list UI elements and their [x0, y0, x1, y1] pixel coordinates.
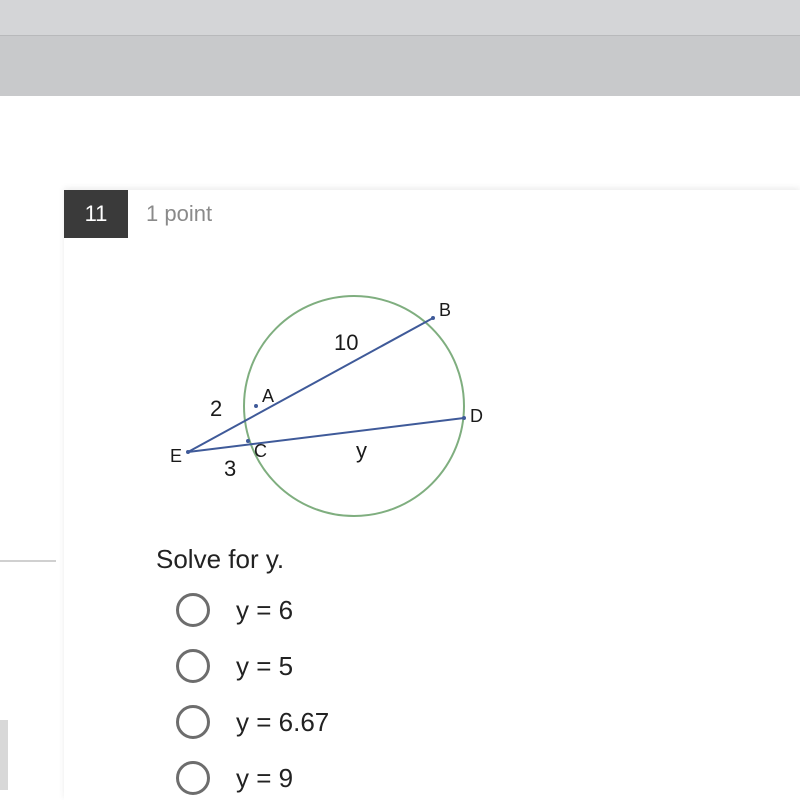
diagram-svg: E A B C D 2 10 3 y — [144, 266, 504, 526]
svg-text:B: B — [439, 300, 451, 320]
left-gutter-scroll-hint — [0, 720, 8, 790]
left-gutter-rule — [0, 560, 56, 562]
answer-options-group: y = 6 y = 5 y = 6.67 y = 9 — [176, 593, 800, 795]
svg-text:y: y — [356, 438, 367, 463]
answer-option-label: y = 5 — [236, 651, 293, 682]
screenshot-root: 11 1 point E A B C D 2 10 3 y Solve for y. y = 6… — [0, 0, 800, 800]
answer-option[interactable]: y = 9 — [176, 761, 800, 795]
geometry-diagram: E A B C D 2 10 3 y — [144, 266, 504, 526]
answer-option[interactable]: y = 5 — [176, 649, 800, 683]
answer-option[interactable]: y = 6.67 — [176, 705, 800, 739]
svg-text:E: E — [170, 446, 182, 466]
radio-icon[interactable] — [176, 649, 210, 683]
answer-option-label: y = 9 — [236, 763, 293, 794]
browser-tab-strip — [0, 0, 800, 36]
svg-text:3: 3 — [224, 456, 236, 481]
question-points-label: 1 point — [128, 190, 212, 238]
question-prompt: Solve for y. — [156, 544, 800, 575]
question-header: 11 1 point — [64, 190, 800, 238]
svg-text:C: C — [254, 441, 267, 461]
answer-option-label: y = 6 — [236, 595, 293, 626]
question-number-badge: 11 — [64, 190, 128, 238]
radio-icon[interactable] — [176, 761, 210, 795]
svg-text:10: 10 — [334, 330, 358, 355]
radio-icon[interactable] — [176, 593, 210, 627]
svg-text:2: 2 — [210, 396, 222, 421]
svg-text:D: D — [470, 406, 483, 426]
question-card: 11 1 point E A B C D 2 10 3 y Solve for y. y = 6… — [64, 190, 800, 800]
svg-text:A: A — [262, 386, 274, 406]
answer-option-label: y = 6.67 — [236, 707, 329, 738]
radio-icon[interactable] — [176, 705, 210, 739]
answer-option[interactable]: y = 6 — [176, 593, 800, 627]
